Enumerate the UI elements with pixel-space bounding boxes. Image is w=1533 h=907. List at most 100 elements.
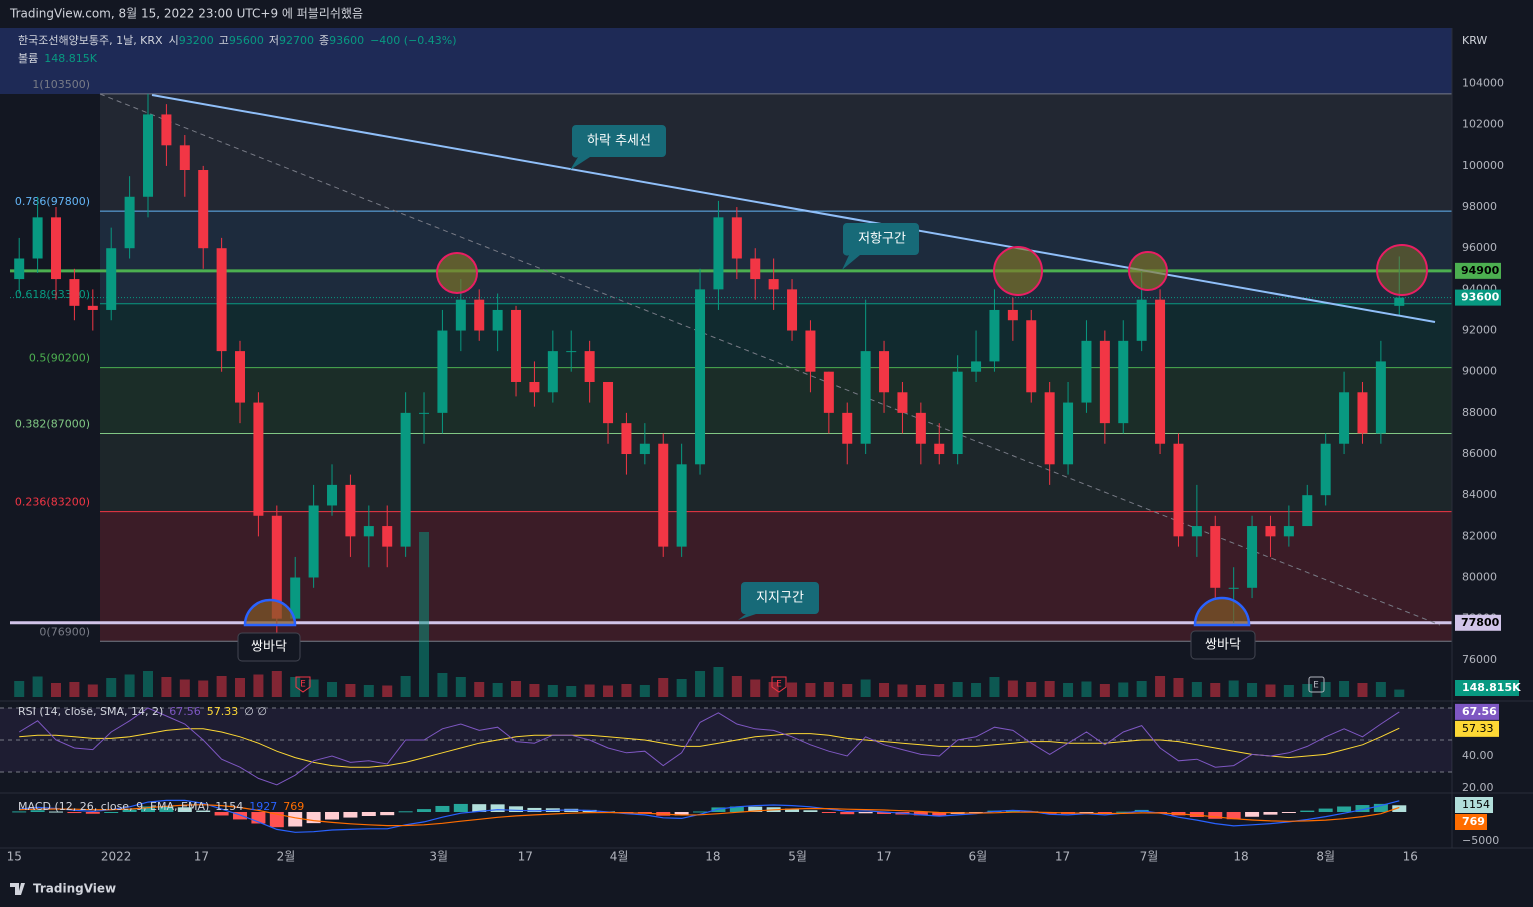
macd-hist-bar: [269, 811, 284, 828]
macd-hist-bar: [877, 811, 892, 814]
ohlc-label: 종: [319, 34, 329, 47]
macd-hist-bar: [490, 804, 505, 812]
volume-bar: [419, 532, 430, 697]
circle-marker: [1376, 244, 1428, 296]
candle-body: [566, 351, 577, 353]
volume-bar: [952, 682, 963, 697]
volume-bar: [1375, 682, 1386, 697]
x-tick-label: 2022: [101, 850, 132, 864]
volume-bar: [915, 685, 926, 697]
x-tick-label: 17: [1055, 850, 1070, 864]
volume-bar: [1173, 678, 1184, 697]
candle-body: [842, 412, 853, 444]
candle-body: [290, 577, 301, 619]
macd-hist-bar: [472, 804, 487, 812]
macd-hist-bar: [361, 811, 376, 817]
volume-bar: [787, 682, 798, 697]
candle-body: [1173, 443, 1184, 537]
half-circle: [1193, 596, 1251, 627]
macd-hist-bar: [417, 809, 432, 812]
callout-box: [842, 223, 919, 270]
volume-group: [14, 532, 1405, 697]
volume-bar: [989, 677, 1000, 697]
y-tick-label: 82000: [1462, 529, 1497, 542]
candle-body: [805, 330, 816, 372]
volume-bar: [290, 677, 301, 697]
volume-bar: [584, 684, 595, 697]
candle-body: [14, 258, 25, 280]
volume-label-box: [1455, 680, 1519, 696]
rsi-line: [18, 707, 1400, 786]
volume-bar: [1191, 682, 1202, 697]
x-tick-label: 17: [194, 850, 209, 864]
volume-bar: [382, 685, 393, 697]
volume-bar: [1118, 682, 1129, 697]
label-text: 쌍바닥: [1205, 638, 1241, 653]
logo: [10, 883, 25, 895]
signal-label: 769: [1462, 815, 1485, 828]
earnings-text: E: [300, 680, 306, 690]
x-tick-label: 16: [1403, 850, 1418, 864]
volume-bar: [1099, 684, 1110, 697]
rsi-label: 67.56: [1462, 705, 1497, 718]
candle-body: [971, 361, 982, 372]
volume-bar: [1026, 682, 1037, 697]
volume-bar: [437, 673, 448, 697]
hist-label: 1154: [1462, 798, 1490, 811]
earnings-icon: [295, 676, 311, 693]
volume-bar: [235, 678, 246, 697]
candle-body: [87, 305, 98, 310]
macd-hist-bar: [306, 811, 321, 824]
ohlc-label: 시: [169, 34, 179, 47]
volume-bar: [603, 685, 614, 697]
candle-body: [511, 309, 522, 382]
change: −400 (−0.43%): [370, 34, 456, 47]
candle-body: [400, 412, 411, 547]
macd-hist-bar: [1189, 811, 1204, 817]
y-tick-label: 100000: [1462, 159, 1504, 172]
volume-bar: [271, 671, 282, 697]
volume-bar: [1302, 684, 1313, 697]
volume-bar: [345, 684, 356, 697]
candle-body: [235, 351, 246, 403]
signal-line: [19, 804, 1400, 827]
macd-hist-bar: [1005, 810, 1020, 812]
volume-bar: [823, 682, 834, 697]
candle-body: [1228, 587, 1239, 589]
candle-body: [106, 248, 117, 310]
label-box: [1190, 630, 1256, 660]
currency: KRW: [1462, 34, 1487, 47]
macd-hist-bar: [435, 805, 450, 812]
macd-hist-bar: [67, 811, 82, 814]
candle-body: [69, 279, 80, 306]
callout-text: 하락 추세선: [587, 134, 651, 149]
volume-bar: [51, 683, 62, 697]
volume-bar: [511, 681, 522, 697]
ohlc-value: 92700: [279, 34, 314, 47]
macd-hist-bar: [288, 811, 303, 827]
candle-body: [382, 526, 393, 547]
candle-body: [455, 299, 466, 331]
macd-hist-bar: [1337, 806, 1352, 812]
macd-legend: MACD (12, 26, close, 9, EMA, EMA) 1154 192…: [18, 800, 304, 813]
volume-bar: [161, 677, 172, 697]
x-tick-label: 17: [518, 850, 533, 864]
candle-body: [474, 299, 485, 331]
volume-bar: [713, 667, 724, 697]
candle-body: [989, 309, 1000, 362]
volume-bar: [1063, 683, 1074, 697]
volume-bar: [695, 671, 706, 697]
macd-hist-bar: [729, 806, 744, 812]
ohlc-value: 93600: [329, 34, 364, 47]
volume-bar: [805, 683, 816, 697]
volume-bar: [731, 676, 742, 697]
macd-hist-bar: [1355, 805, 1370, 812]
volume-title: 볼륨: [18, 52, 38, 65]
candle-body: [1081, 340, 1092, 403]
volume-bar: [621, 684, 632, 697]
publish-header: TradingView.com, 8월 15, 2022 23:00 UTC+9…: [9, 7, 363, 21]
candle-body: [1394, 297, 1405, 306]
macd-hist-bar: [30, 810, 45, 812]
macd-group: −5000 1154 769: [12, 797, 1499, 847]
